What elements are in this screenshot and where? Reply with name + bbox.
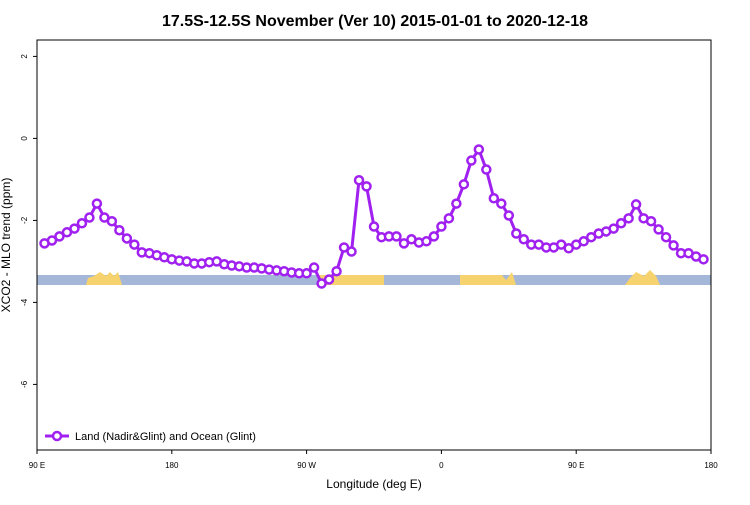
- data-point: [121, 233, 133, 244]
- data-point: [398, 238, 410, 249]
- data-point: [129, 239, 140, 250]
- land-patch: [625, 270, 660, 285]
- data-point: [331, 265, 342, 277]
- data-point: [466, 155, 477, 166]
- data-point: [316, 278, 327, 289]
- x-tick-label: 0: [439, 461, 444, 470]
- y-tick-label: -4: [20, 298, 29, 306]
- land-patch: [318, 275, 384, 285]
- x-axis-label: Longitude (deg E): [326, 477, 421, 491]
- data-point: [503, 210, 515, 221]
- data-point: [451, 198, 462, 209]
- data-point: [346, 246, 357, 257]
- data-point: [46, 235, 58, 246]
- data-point: [668, 240, 679, 251]
- data-point: [323, 274, 335, 285]
- data-point: [338, 242, 350, 253]
- data-point: [54, 231, 65, 242]
- data-point: [698, 254, 709, 265]
- y-tick-label: -2: [20, 216, 29, 224]
- data-point: [76, 218, 88, 229]
- data-point: [106, 215, 118, 227]
- chart-title: 17.5S-12.5S November (Ver 10) 2015-01-01…: [162, 13, 588, 30]
- x-tick-label: 180: [704, 461, 718, 470]
- data-point: [84, 212, 95, 223]
- legend-marker: [51, 430, 63, 442]
- land-patch: [460, 272, 516, 285]
- data-point: [114, 224, 125, 236]
- data-point: [353, 174, 365, 186]
- data-point: [496, 198, 507, 209]
- data-point: [473, 144, 485, 155]
- y-tick-label: -6: [20, 380, 29, 388]
- data-point: [443, 213, 455, 224]
- data-point: [488, 193, 500, 204]
- data-point: [645, 215, 657, 227]
- data-point: [458, 179, 470, 190]
- data-point: [653, 224, 664, 235]
- data-point: [615, 218, 627, 229]
- legend-label: Land (Nadir&Glint) and Ocean (Glint): [75, 431, 256, 443]
- x-tick-label: 90 W: [297, 461, 316, 470]
- data-point: [511, 228, 522, 239]
- data-point: [69, 223, 80, 234]
- y-tick-label: 2: [20, 54, 29, 59]
- x-tick-label: 90 E: [29, 461, 45, 470]
- y-axis-label: XCO2 - MLO trend (ppm): [0, 178, 13, 313]
- data-point: [428, 231, 440, 242]
- data-point: [308, 262, 320, 273]
- data-point: [630, 199, 642, 210]
- y-tick-label: 0: [20, 136, 29, 141]
- data-point: [660, 231, 672, 243]
- data-point: [481, 164, 492, 175]
- data-point: [368, 221, 380, 232]
- data-point: [361, 181, 372, 192]
- plot-frame: [36, 39, 712, 451]
- data-point: [421, 236, 432, 247]
- data-point: [391, 231, 402, 242]
- land-patch: [86, 272, 122, 285]
- x-tick-label: 90 E: [568, 461, 584, 470]
- data-point: [518, 234, 530, 245]
- data-point: [608, 223, 619, 234]
- data-point: [301, 268, 312, 279]
- data-point: [623, 213, 634, 224]
- data-point: [578, 236, 589, 247]
- data-point: [436, 221, 447, 232]
- x-tick-label: 180: [165, 461, 179, 470]
- land-ocean-mask: [37, 270, 711, 285]
- data-point: [91, 198, 103, 209]
- data-line: [43, 146, 705, 286]
